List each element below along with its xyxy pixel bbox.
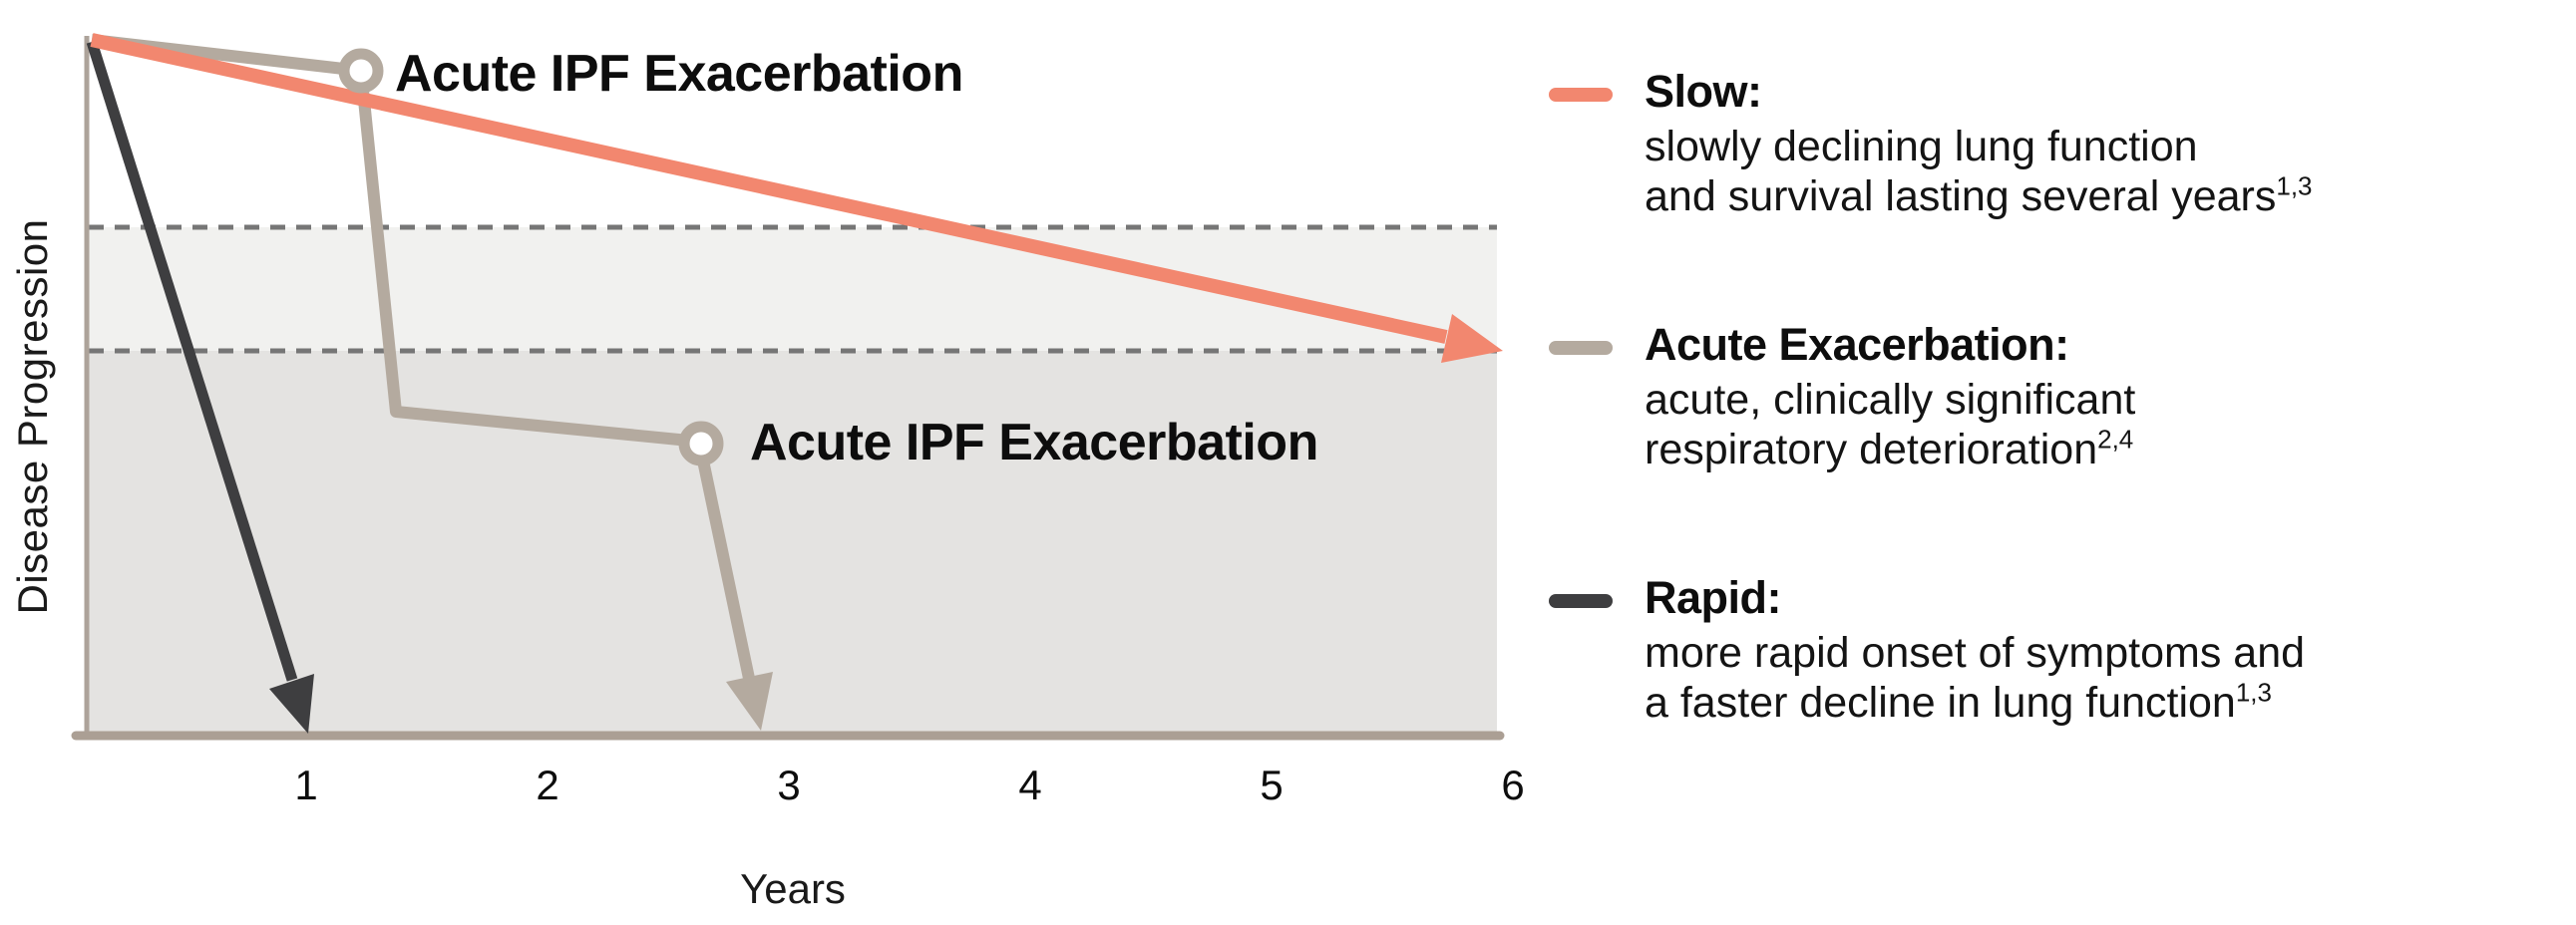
x-tick-3: 3 [777,762,801,808]
exacerbation-marker-1 [338,48,384,94]
legend: Slow: slowly declining lung function and… [1549,0,2566,925]
x-tick-5: 5 [1260,762,1284,808]
legend-item-acute-exacerbation: Acute Exacerbation: acute, clinically si… [1549,319,2135,474]
annotation-acute-ipf-exacerbation-2: Acute IPF Exacerbation [750,414,1318,471]
series-slow [90,33,1503,363]
series-rapid [86,40,314,734]
legend-title-rapid: Rapid: [1645,572,1782,623]
legend-item-rapid: Rapid: more rapid onset of symptoms and … [1549,572,2305,728]
upper-shaded-band [89,227,1497,351]
legend-desc-acute-line2: respiratory deterioration [1645,426,2098,473]
legend-swatch-rapid [1549,594,1613,608]
chart-canvas [71,33,1505,741]
legend-desc-slow: slowly declining lung function and survi… [1645,122,2313,221]
x-tick-4: 4 [1018,762,1042,808]
lower-shaded-band [89,351,1497,736]
rapid-line [86,40,298,682]
legend-refs-rapid: 1,3 [2235,677,2272,708]
legend-text-acute-exacerbation: Acute Exacerbation: acute, clinically si… [1645,319,2135,474]
x-tick-6: 6 [1501,762,1525,808]
series-acute-exacerbation [91,34,773,731]
slow-line [90,33,1448,344]
acute-exacerbation-line [91,34,757,690]
y-axis-label: Disease Progression [9,218,56,615]
legend-desc-acute-line1: acute, clinically significant [1645,376,2136,424]
legend-swatch-slow [1549,88,1613,102]
legend-desc-rapid-line1: more rapid onset of symptoms and [1645,629,2306,677]
exacerbation-markers [338,48,724,466]
acute-exacerbation-arrowhead [726,672,773,731]
legend-refs-slow: 1,3 [2276,170,2313,201]
legend-item-slow: Slow: slowly declining lung function and… [1549,66,2313,221]
legend-swatch-acute-exacerbation [1549,341,1613,355]
x-tick-2: 2 [536,762,559,808]
legend-text-slow: Slow: slowly declining lung function and… [1645,66,2313,221]
legend-text-rapid: Rapid: more rapid onset of symptoms and … [1645,572,2305,728]
legend-desc-slow-line1: slowly declining lung function [1645,123,2198,170]
exacerbation-marker-2 [678,421,724,466]
legend-desc-rapid: more rapid onset of symptoms and a faste… [1645,628,2305,728]
legend-desc-rapid-line2: a faster decline in lung function [1645,679,2236,727]
legend-desc-acute-exacerbation: acute, clinically significant respirator… [1645,375,2135,474]
x-axis-label: Years [740,865,846,912]
slow-arrowhead [1441,314,1503,363]
legend-desc-slow-line2: and survival lasting several years [1645,172,2277,220]
rapid-arrowhead [269,674,314,734]
legend-refs-acute-exacerbation: 2,4 [2097,424,2134,455]
x-tick-1: 1 [294,762,318,808]
legend-title-slow: Slow: [1645,66,1762,117]
annotation-acute-ipf-exacerbation-1: Acute IPF Exacerbation [395,45,963,103]
legend-title-acute-exacerbation: Acute Exacerbation: [1645,319,2069,370]
chart-area: Disease Progression Acute IPF Exacerbati… [9,33,1525,912]
